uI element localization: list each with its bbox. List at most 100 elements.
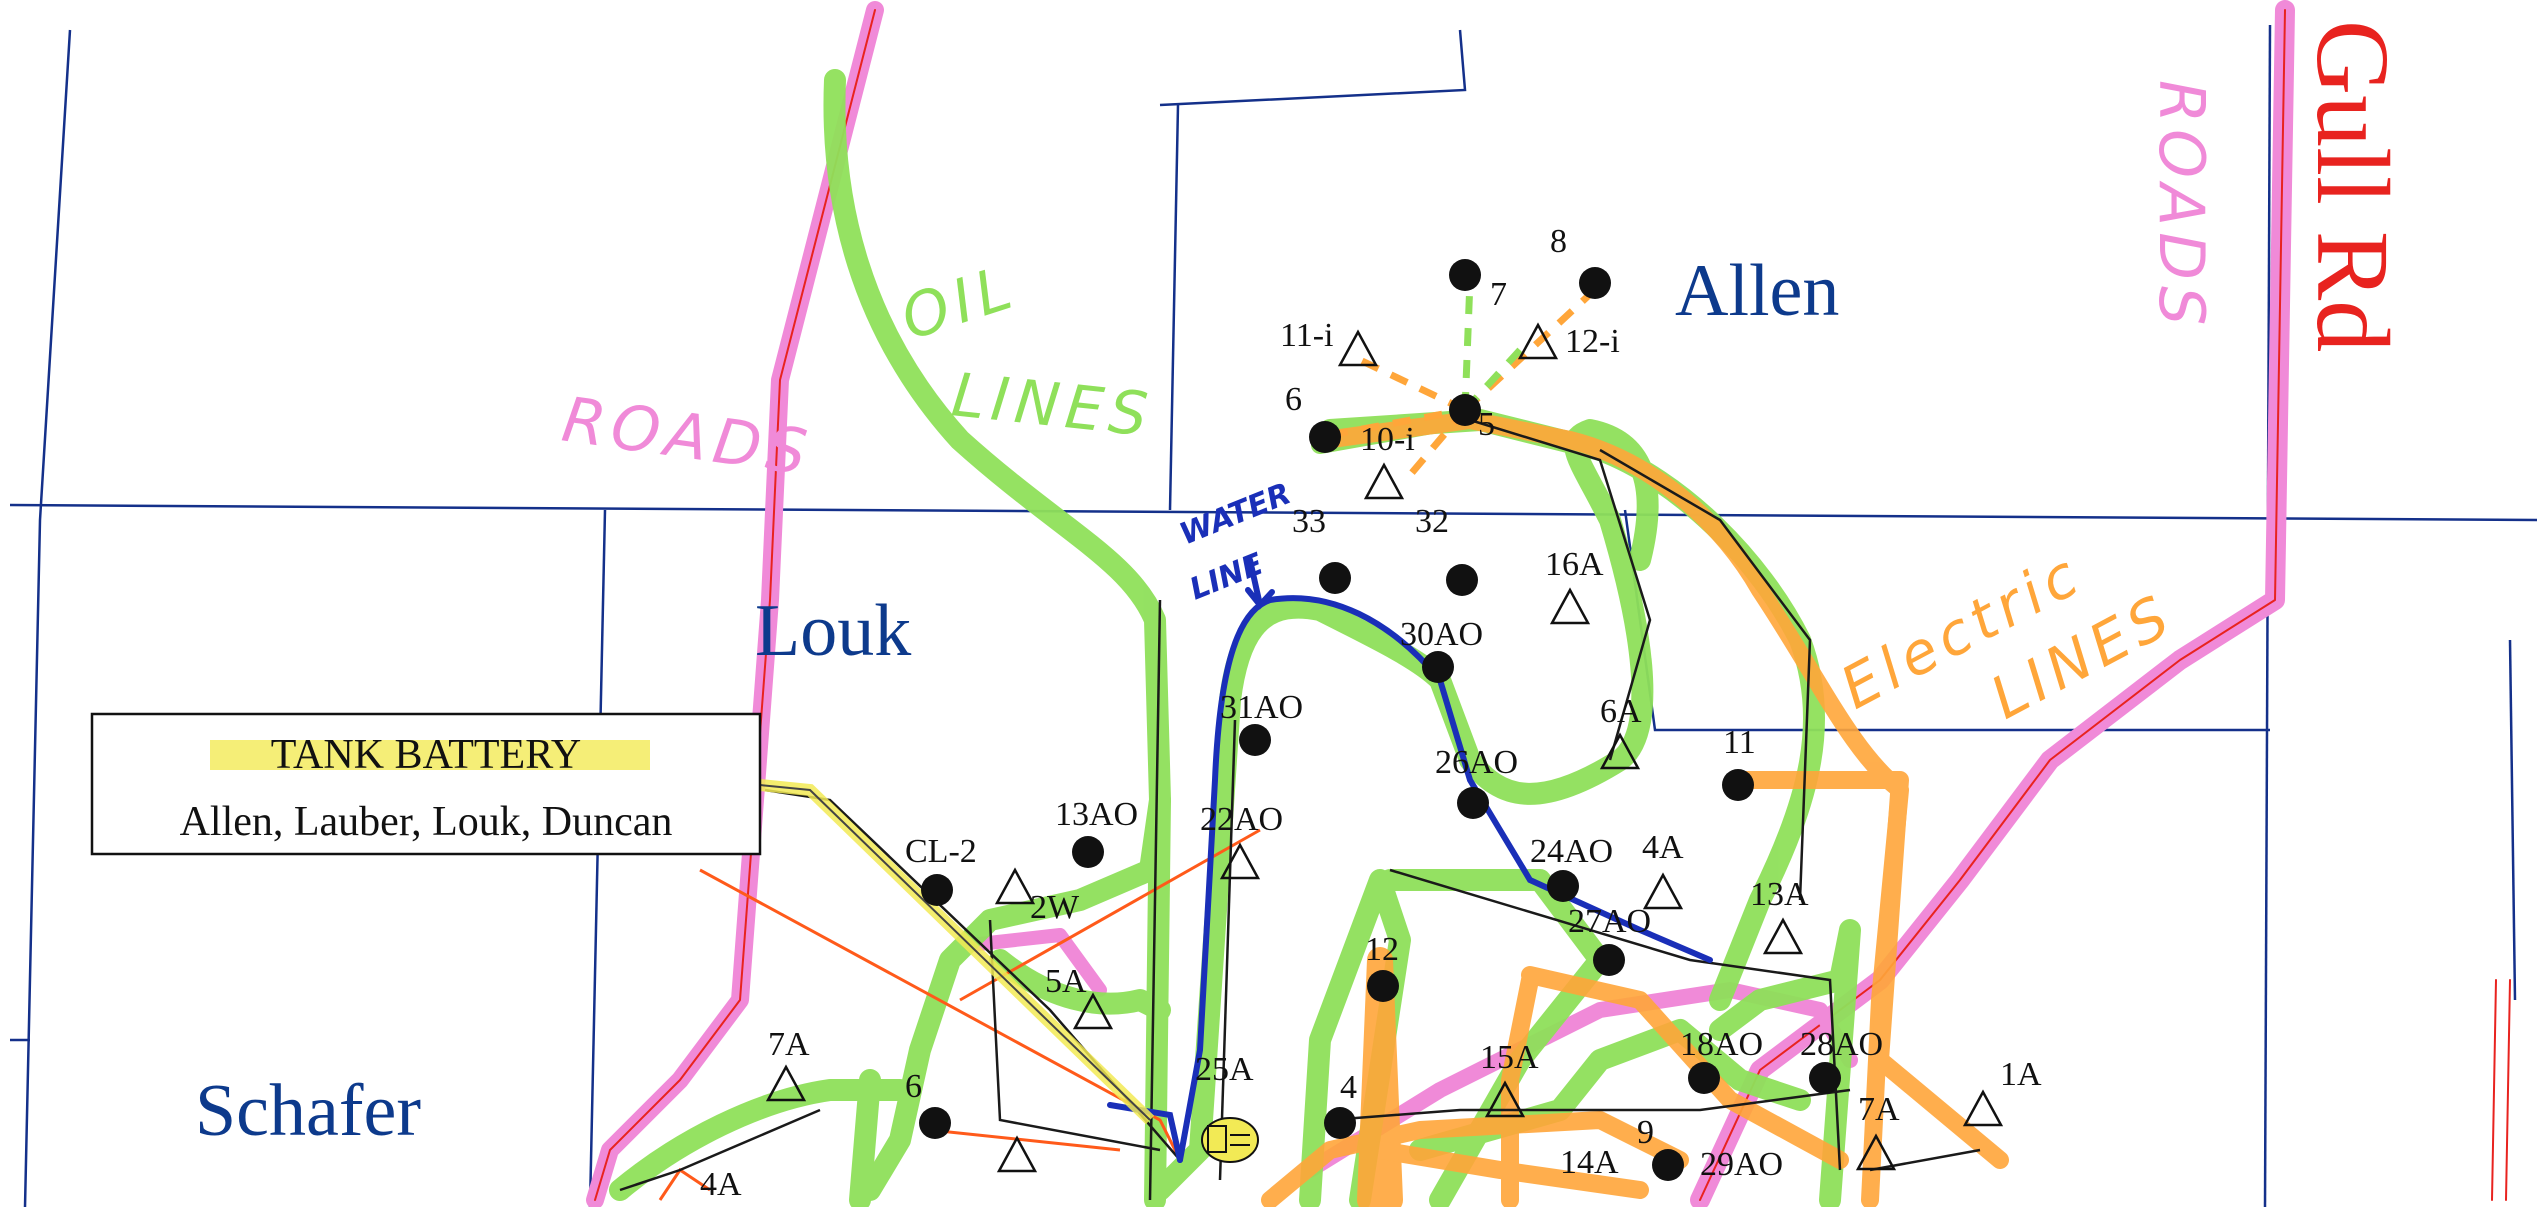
well-label: 32 [1415, 503, 1449, 540]
producing-wells [919, 259, 1841, 1181]
handwritten-oil-1: OIL [893, 252, 1025, 355]
well-label: 9 [1637, 1114, 1654, 1151]
oil-line [823, 69, 1171, 1207]
well-dot [1593, 944, 1625, 976]
well-label: 11-i [1280, 317, 1334, 354]
electric-lines [1261, 411, 2009, 1207]
electric-thin [929, 1128, 1121, 1152]
well-label: 18AO [1680, 1026, 1763, 1063]
well-label: CL-2 [905, 833, 977, 870]
flow-line [1599, 448, 1812, 901]
electric-line [1316, 411, 1909, 1207]
road-east-line [1699, 9, 2286, 1201]
electric-line [1731, 771, 2009, 1169]
triangle-marker [1484, 1080, 1526, 1118]
oil-line [609, 1079, 911, 1201]
lease-name-schafer: Schafer [195, 1070, 421, 1152]
road-name: Gull Rd [2295, 20, 2410, 352]
triangle-marker [1219, 842, 1261, 880]
injection-line [1358, 356, 1467, 414]
boundary-line [1159, 29, 1467, 107]
flow-line [1148, 599, 1162, 1201]
well-label: 4A [1642, 829, 1684, 866]
well-dot [1547, 870, 1579, 902]
well-dot [1446, 564, 1478, 596]
well-label: 22AO [1200, 801, 1283, 838]
well-label: 33 [1292, 503, 1326, 540]
well-dot [921, 874, 953, 906]
handwritten-oil-2: LINES [948, 360, 1156, 451]
injection-wells [765, 322, 2004, 1173]
well-dot [1449, 394, 1481, 426]
boundary-line [588, 509, 607, 1207]
well-label: 13AO [1055, 796, 1138, 833]
triangle-marker [996, 1135, 1038, 1173]
boundary-line [2508, 639, 2517, 1001]
well-dot [1579, 267, 1611, 299]
handwritten-roads-right: ROADS [2145, 80, 2218, 331]
well-dot [1319, 562, 1351, 594]
electric-line [1521, 966, 1849, 1169]
lease-name-louk: Louk [755, 590, 911, 672]
oil-line [989, 949, 1171, 1021]
well-label: 10-i [1360, 421, 1415, 458]
triangle-marker [1962, 1089, 2004, 1127]
well-label: 1A [2000, 1056, 2042, 1093]
tank-battery-subtitle: Allen, Lauber, Louk, Duncan [180, 799, 673, 845]
tank-battery-label: TANK BATTERY Allen, Lauber, Louk, Duncan [90, 712, 762, 856]
well-label: 11 [1723, 724, 1756, 761]
well-label: 6A [1600, 693, 1642, 730]
roads-highlight [586, 0, 2511, 1207]
triangle-marker [765, 1064, 807, 1102]
triangle-marker [994, 867, 1036, 905]
well-label: 5A [1045, 963, 1087, 1000]
triangle-marker [1642, 872, 1684, 910]
tank-battery-leader-line [759, 784, 1151, 1121]
well-label: 31AO [1220, 689, 1303, 726]
well-label: 26AO [1435, 744, 1518, 781]
well-label: 4 [1340, 1069, 1357, 1106]
boundary-line [9, 503, 2537, 522]
well-dot [1652, 1149, 1684, 1181]
electric-line [1371, 1141, 1649, 1199]
well-dot [1239, 724, 1271, 756]
boundary-line [1168, 104, 1180, 511]
flow-line [1329, 1088, 1851, 1122]
well-labels: 7 8 11-i 12-i 6 5 10-i 33 32 16A 30AO 31… [700, 223, 2042, 1203]
well-label: 12-i [1565, 323, 1620, 360]
well-label: 25A [1195, 1051, 1254, 1088]
electric-line [1261, 1111, 1689, 1207]
triangle-marker [1337, 329, 1379, 367]
flow-line [1869, 1148, 1981, 1172]
well-label: 24AO [1530, 833, 1613, 870]
well-label: 16A [1545, 546, 1604, 583]
injection-line [1329, 406, 1466, 439]
road-west-line [594, 9, 876, 1201]
water-line-arrow [1245, 557, 1275, 610]
lease-name-allen: Allen [1675, 250, 1839, 332]
flow-line [619, 1108, 821, 1192]
injection-line [1461, 279, 1474, 411]
well-label: 13A [1750, 876, 1809, 913]
well-dot [1457, 787, 1489, 819]
well-dot [919, 1107, 951, 1139]
well-label: 7 [1490, 276, 1507, 313]
road-spur [963, 928, 1107, 997]
well-label: 2W [1030, 889, 1080, 926]
well-dot [1449, 259, 1481, 291]
well-dot [1309, 421, 1341, 453]
tank-battery-title: TANK BATTERY [271, 732, 581, 778]
well-label: 29AO [1700, 1146, 1783, 1183]
well-label: 30AO [1400, 616, 1483, 653]
well-dot [1722, 769, 1754, 801]
road-south [1302, 982, 1858, 1178]
road-line-right [2491, 979, 2497, 1201]
water-line-path [1177, 595, 1713, 1163]
well-label: 12 [1365, 931, 1399, 968]
triangle-marker [1363, 462, 1405, 500]
triangle-marker [1549, 587, 1591, 625]
well-dot [1809, 1062, 1841, 1094]
boundary-line [23, 29, 72, 1207]
well-label: 15A [1480, 1039, 1539, 1076]
flow-line [988, 919, 1161, 1152]
